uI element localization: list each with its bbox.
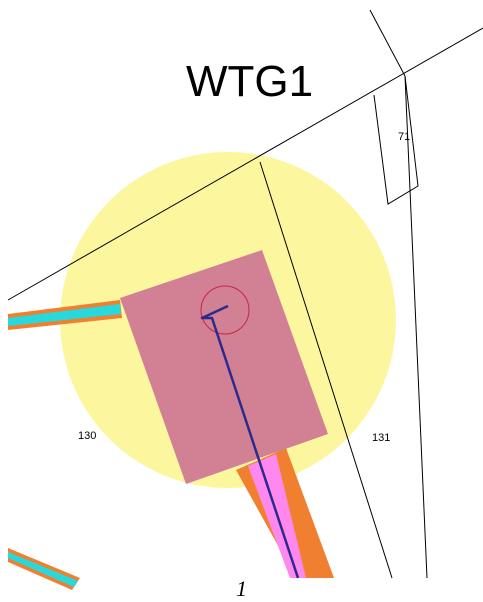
boundary-line-center xyxy=(259,161,393,579)
page-number: 1 xyxy=(236,576,247,601)
parcel-label-131: 131 xyxy=(372,432,390,444)
parcel-71-outline xyxy=(373,75,419,205)
hardstand xyxy=(120,250,328,484)
parcel-label-130: 130 xyxy=(78,430,96,442)
boundary-line-east xyxy=(404,75,428,579)
access-road-south xyxy=(236,448,334,578)
access-track-left-lower xyxy=(8,548,80,590)
turbine-label: WTG1 xyxy=(186,57,313,106)
access-track-left-upper xyxy=(8,300,122,330)
parcel-boundaries xyxy=(7,9,483,579)
cable-route xyxy=(200,304,300,579)
rotor-circle xyxy=(200,285,250,335)
boundary-line-top xyxy=(369,9,406,77)
parcel-label-71: 71 xyxy=(398,131,410,143)
